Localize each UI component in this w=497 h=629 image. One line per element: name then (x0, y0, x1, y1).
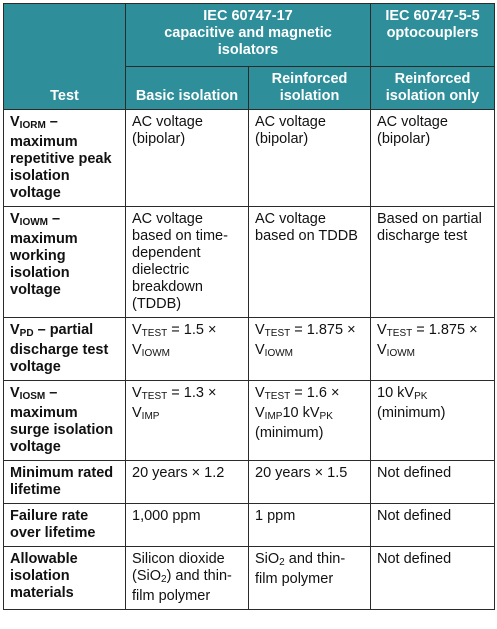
test-description: – maximum working isolation voltage (10, 211, 78, 298)
test-symbol-subscript: PD (19, 328, 34, 339)
value-text: Silicon dioxide (SiO (132, 551, 225, 584)
value-text: SiO (255, 551, 280, 567)
cell-opto: AC voltage (bipolar) (370, 109, 495, 207)
value-symbol: V (255, 385, 265, 401)
header-iec-60747-17: IEC 60747-17 capacitive and magnetic iso… (125, 3, 371, 67)
value-text: = 1.875 × V (255, 322, 356, 358)
row-test-lifetime: Minimum rated lifetime (3, 460, 126, 504)
cell-reinforced: VTEST = 1.875 × VIOWM (248, 317, 371, 381)
header-basic-isolation: Basic isolation (125, 66, 249, 110)
value-symbol: V (377, 322, 387, 338)
cell-basic: VTEST = 1.5 × VIOWM (125, 317, 249, 381)
value-text: = 1.3 × V (132, 385, 217, 421)
table-row: VIORM – maximum repetitive peak isolatio… (3, 109, 495, 207)
header-reinforced-isolation-only: Reinforced isolation only (370, 66, 495, 110)
cell-reinforced: AC voltage (bipolar) (248, 109, 371, 207)
test-symbol: V (10, 211, 20, 227)
row-test-vpd: VPD – partial discharge test voltage (3, 317, 126, 381)
value-subscript: 2 (279, 557, 285, 568)
header-test: Test (3, 3, 126, 110)
value-text: 10 kV (377, 385, 415, 401)
header-group1-line1: IEC 60747-17 (203, 8, 293, 24)
test-symbol-subscript: IORM (19, 120, 46, 131)
cell-opto: Not defined (370, 503, 495, 547)
cell-opto: VTEST = 1.875 × VIOWM (370, 317, 495, 381)
test-description: – partial discharge test voltage (10, 322, 109, 375)
test-symbol: V (10, 114, 20, 130)
cell-basic: AC voltage based on time-dependent diele… (125, 206, 249, 318)
value-symbol: V (132, 322, 142, 338)
value-subscript: PK (414, 391, 428, 402)
header-iec-60747-5-5: IEC 60747-5-5 optocouplers (370, 3, 495, 67)
value-subscript: IMP (264, 411, 283, 422)
value-subscript: IOWM (264, 348, 293, 359)
value-text: = 1.5 × V (132, 322, 217, 358)
test-symbol-subscript: IOSM (19, 391, 46, 402)
value-note: (minimum) (255, 425, 324, 441)
table-row: VIOSM – maximum surge isolation voltage … (3, 380, 495, 461)
header-group2-line1: IEC 60747-5-5 (385, 8, 480, 24)
value-note: (minimum) (377, 405, 446, 421)
cell-opto: Not defined (370, 460, 495, 504)
value-subscript: 2 (161, 574, 167, 585)
header-reinforced-only-line2: isolation only (385, 88, 480, 104)
value-subscript: PK (319, 411, 333, 422)
cell-opto: 10 kVPK (minimum) (370, 380, 495, 461)
cell-reinforced: SiO2 and thin-film polymer (248, 546, 371, 610)
value-text: and thin-film polymer (255, 551, 346, 587)
row-test-viorm: VIORM – maximum repetitive peak isolatio… (3, 109, 126, 207)
cell-reinforced: AC voltage based on TDDB (248, 206, 371, 318)
cell-reinforced: 1 ppm (248, 503, 371, 547)
test-symbol-subscript: IOWM (19, 217, 48, 228)
table-row: Minimum rated lifetime 20 years × 1.2 20… (3, 460, 495, 504)
header-reinforced-line1: Reinforced (271, 71, 348, 87)
cell-opto: Not defined (370, 546, 495, 610)
test-symbol: V (10, 385, 20, 401)
table-row: VPD – partial discharge test voltage VTE… (3, 317, 495, 381)
value-subscript: TEST (386, 328, 413, 339)
value-text: ) and thin-film polymer (132, 568, 232, 604)
table-row: VIOWM – maximum working isolation voltag… (3, 206, 495, 318)
row-test-failure-rate: Failure rate over lifetime (3, 503, 126, 547)
header-reinforced-line2: isolation (279, 88, 340, 104)
cell-basic: 1,000 ppm (125, 503, 249, 547)
cell-reinforced: VTEST = 1.6 × VIMP10 kVPK (minimum) (248, 380, 371, 461)
value-text: = 1.6 × V (255, 385, 340, 421)
test-description: – maximum repetitive peak isolation volt… (10, 114, 112, 201)
cell-reinforced: 20 years × 1.5 (248, 460, 371, 504)
value-subscript: TEST (141, 391, 168, 402)
value-subscript: IOWM (386, 348, 415, 359)
value-subscript: IOWM (141, 348, 170, 359)
cell-opto: Based on partial discharge test (370, 206, 495, 318)
cell-basic: Silicon dioxide (SiO2) and thin-film pol… (125, 546, 249, 610)
cell-basic: VTEST = 1.3 × VIMP (125, 380, 249, 461)
value-subscript: IMP (141, 411, 160, 422)
value-symbol: V (132, 385, 142, 401)
header-group1-line3: isolators (217, 42, 279, 58)
value-subscript: TEST (264, 391, 291, 402)
cell-basic: 20 years × 1.2 (125, 460, 249, 504)
header-group2-line2: optocouplers (386, 25, 479, 41)
value-symbol: V (255, 322, 265, 338)
test-symbol: V (10, 322, 20, 338)
value-text: = 1.875 × V (377, 322, 478, 358)
row-test-materials: Allowable isolation materials (3, 546, 126, 610)
header-reinforced-only-line1: Reinforced (394, 71, 471, 87)
isolation-comparison-table: Test IEC 60747-17 capacitive and magneti… (3, 3, 495, 610)
row-test-viosm: VIOSM – maximum surge isolation voltage (3, 380, 126, 461)
table-row: Allowable isolation materials Silicon di… (3, 546, 495, 610)
header-reinforced-isolation: Reinforced isolation (248, 66, 371, 110)
value-subscript: TEST (264, 328, 291, 339)
cell-basic: AC voltage (bipolar) (125, 109, 249, 207)
test-description: – maximum surge isolation voltage (10, 385, 114, 455)
value-text: 10 kV (282, 405, 320, 421)
value-subscript: TEST (141, 328, 168, 339)
row-test-viowm: VIOWM – maximum working isolation voltag… (3, 206, 126, 318)
header-group1-line2: capacitive and magnetic (164, 25, 332, 41)
table-row: Failure rate over lifetime 1,000 ppm 1 p… (3, 503, 495, 547)
